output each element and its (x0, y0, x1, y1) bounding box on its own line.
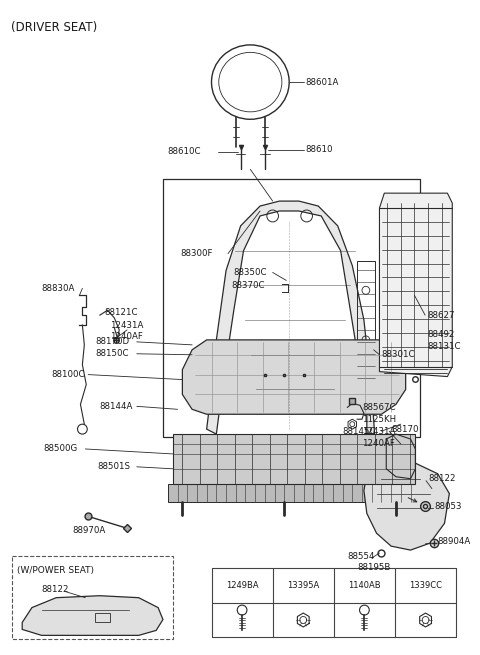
Text: 88601A: 88601A (306, 77, 339, 86)
Text: 88170: 88170 (391, 424, 419, 434)
Text: 88131C: 88131C (427, 343, 460, 351)
Polygon shape (364, 457, 449, 550)
Text: 88350C: 88350C (234, 268, 267, 277)
Text: 88121C: 88121C (105, 308, 138, 316)
Text: 88492: 88492 (427, 330, 455, 339)
Text: 1339CC: 1339CC (409, 581, 442, 590)
Text: 88370C: 88370C (231, 281, 264, 290)
Text: 88554: 88554 (348, 552, 375, 561)
FancyArrowPatch shape (408, 498, 417, 502)
Text: (W/POWER SEAT): (W/POWER SEAT) (17, 566, 95, 575)
Text: 13395A: 13395A (287, 581, 319, 590)
Text: 88567C: 88567C (362, 403, 396, 412)
Text: 88610: 88610 (306, 145, 333, 154)
Bar (95, 612, 109, 622)
Text: 88830A: 88830A (42, 284, 75, 293)
Text: 1240AF: 1240AF (362, 438, 395, 447)
Text: 88904A: 88904A (438, 536, 471, 546)
Text: 1249BA: 1249BA (226, 581, 258, 590)
Text: 88150C: 88150C (95, 349, 129, 358)
Bar (173, 434, 415, 483)
Polygon shape (380, 193, 452, 377)
Text: 88122: 88122 (428, 474, 456, 483)
Text: 88610C: 88610C (168, 147, 201, 156)
Bar (12, 556, 173, 639)
Text: 88144A: 88144A (100, 402, 133, 411)
Text: 88053: 88053 (435, 502, 462, 511)
Text: 88301C: 88301C (382, 350, 415, 359)
Bar (163, 179, 420, 437)
Text: (DRIVER SEAT): (DRIVER SEAT) (11, 20, 97, 33)
Text: 12431A: 12431A (109, 320, 143, 329)
Bar (168, 483, 425, 502)
Text: 88501S: 88501S (97, 462, 130, 472)
Text: 12431A: 12431A (362, 426, 396, 436)
Text: 88145C: 88145C (343, 426, 376, 436)
Text: 88170D: 88170D (95, 337, 129, 346)
Text: 88300F: 88300F (180, 249, 213, 258)
Polygon shape (386, 434, 415, 479)
Text: 88195B: 88195B (357, 563, 391, 572)
Text: 88122: 88122 (42, 586, 69, 594)
Text: 1125KH: 1125KH (362, 415, 396, 424)
Text: 88500G: 88500G (44, 445, 78, 453)
Text: 88627: 88627 (427, 310, 455, 320)
Polygon shape (207, 201, 374, 434)
Text: 88100C: 88100C (51, 370, 85, 379)
Bar (357, 261, 374, 390)
Polygon shape (182, 340, 406, 414)
Text: 1240AF: 1240AF (109, 333, 143, 341)
Polygon shape (22, 595, 163, 635)
Text: 88970A: 88970A (72, 526, 106, 534)
Text: 1140AB: 1140AB (348, 581, 381, 590)
